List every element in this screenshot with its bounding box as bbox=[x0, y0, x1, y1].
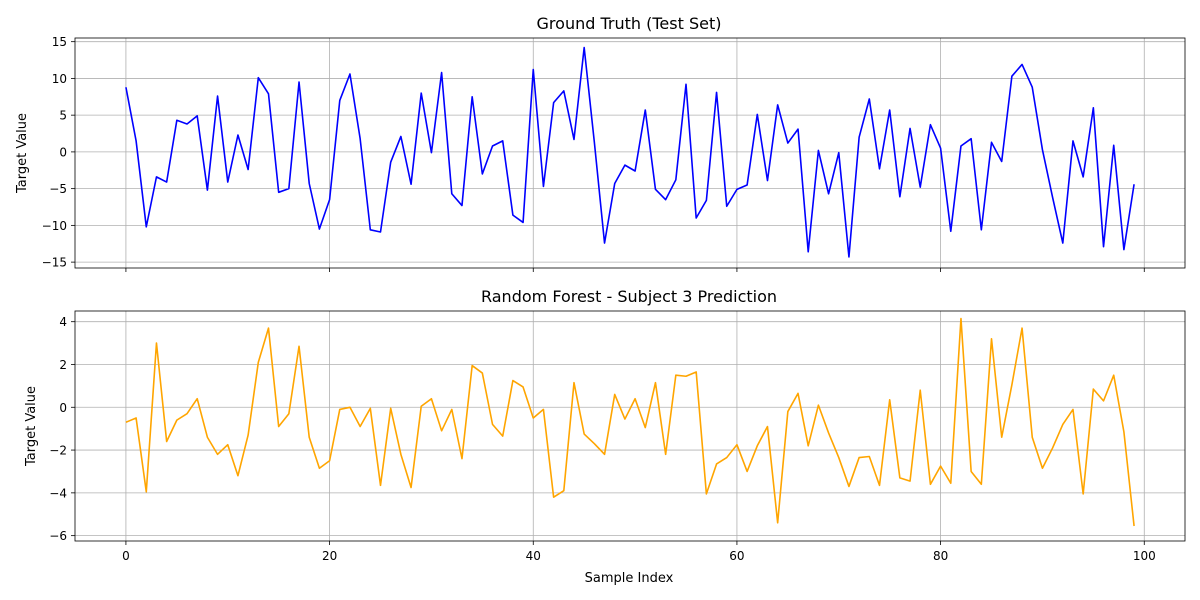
bottom-y-tick-label: −4 bbox=[49, 486, 67, 500]
bottom-x-tick-label: 60 bbox=[729, 549, 744, 563]
bottom-y-tick-label: 4 bbox=[59, 315, 67, 329]
top-y-tick-label: 5 bbox=[59, 109, 67, 123]
bottom-series-line bbox=[125, 317, 1135, 527]
bottom-y-tick-label: 0 bbox=[59, 401, 67, 415]
top-y-tick-label: −5 bbox=[49, 182, 67, 196]
bottom-x-tick-label: 20 bbox=[322, 549, 337, 563]
top-subplot: Ground Truth (Test Set) Target Value −15… bbox=[15, 14, 1186, 272]
x-axis-label: Sample Index bbox=[585, 571, 674, 586]
top-plot-frame bbox=[74, 37, 1186, 269]
bottom-chart-title: Random Forest - Subject 3 Prediction bbox=[481, 287, 777, 306]
top-y-tick-label: −10 bbox=[42, 219, 67, 233]
top-series-line bbox=[125, 46, 1135, 258]
bottom-y-tick-label: 2 bbox=[59, 358, 67, 372]
top-y-tick-label: −15 bbox=[42, 256, 67, 270]
bottom-x-tick-label: 100 bbox=[1133, 549, 1156, 563]
bottom-y-tick-label: −2 bbox=[49, 444, 67, 458]
bottom-x-tick-label: 40 bbox=[526, 549, 541, 563]
top-y-tick-label: 10 bbox=[52, 72, 67, 86]
top-y-axis-label: Target Value bbox=[15, 113, 30, 194]
bottom-x-tick-label: 80 bbox=[933, 549, 948, 563]
bottom-x-tick-label: 0 bbox=[122, 549, 130, 563]
bottom-subplot: Random Forest - Subject 3 Prediction Tar… bbox=[24, 287, 1186, 586]
bottom-y-tick-label: −6 bbox=[49, 529, 67, 543]
top-y-tick-label: 15 bbox=[52, 35, 67, 49]
bottom-y-axis-label: Target Value bbox=[24, 386, 39, 467]
top-chart-title: Ground Truth (Test Set) bbox=[537, 14, 722, 33]
top-y-tick-label: 0 bbox=[59, 145, 67, 159]
bottom-plot-frame bbox=[74, 310, 1186, 542]
